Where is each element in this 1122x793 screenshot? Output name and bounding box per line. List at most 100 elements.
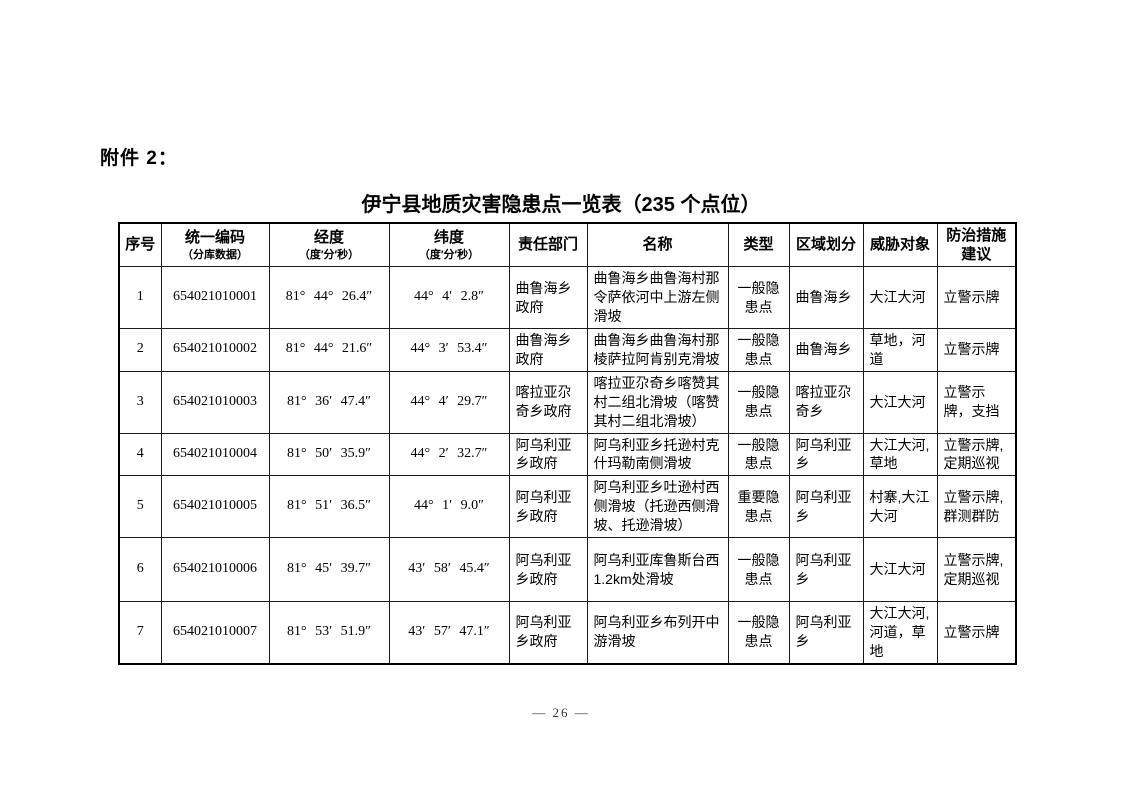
cell-index: 7: [118, 601, 162, 665]
header-threat: 威胁对象: [862, 222, 938, 268]
cell-department: 阿乌利亚乡政府: [508, 537, 588, 603]
header-region: 区域划分: [788, 222, 864, 268]
cell-measures: 立警示牌: [936, 327, 1017, 372]
cell-threat: 大江大河,草地: [862, 432, 938, 477]
cell-type: 一般隐患点: [727, 537, 790, 603]
cell-longitude: 81° 45′ 39.7″: [268, 537, 390, 603]
cell-region: 阿乌利亚乡: [788, 432, 864, 477]
cell-code: 654021010007: [160, 601, 270, 665]
cell-longitude: 81° 50′ 35.9″: [268, 432, 390, 477]
cell-longitude: 81° 44° 21.6″: [268, 327, 390, 372]
header-threat-label: 威胁对象: [869, 236, 930, 253]
header-longitude-sub: （度′分′秒）: [298, 248, 360, 261]
table-row: 1 654021010001 81° 44° 26.4″ 44° 4′ 2.8″ 曲鲁海…: [118, 266, 1017, 329]
cell-name: 阿乌利亚乡吐逊村西侧滑坡（托逊西侧滑坡、托逊滑坡）: [586, 475, 729, 539]
cell-region: 阿乌利亚乡: [788, 475, 864, 539]
cell-longitude: 81° 44° 26.4″: [268, 266, 390, 329]
cell-type: 一般隐患点: [727, 432, 790, 477]
table-row: 7 654021010007 81° 53′ 51.9″ 43′ 57′ 47.1″ 阿…: [118, 601, 1017, 665]
table-row: 6 654021010006 81° 45′ 39.7″ 43′ 58′ 45.4″ 阿…: [118, 537, 1017, 603]
cell-latitude: 43′ 58′ 45.4″: [388, 537, 510, 603]
header-index: 序号: [118, 222, 162, 268]
cell-threat: 村寨,大江大河: [862, 475, 938, 539]
header-type: 类型: [727, 222, 790, 268]
cell-latitude: 44° 3′ 53.4″: [388, 327, 510, 372]
cell-region: 喀拉亚尕奇乡: [788, 370, 864, 434]
cell-name: 阿乌利亚乡布列开中游滑坡: [586, 601, 729, 665]
table-row: 2 654021010002 81° 44° 21.6″ 44° 3′ 53.4″ 曲鲁…: [118, 327, 1017, 372]
cell-code: 654021010002: [160, 327, 270, 372]
header-latitude-label: 纬度: [433, 229, 464, 247]
header-longitude: 经度 （度′分′秒）: [268, 222, 390, 268]
cell-longitude: 81° 51′ 36.5″: [268, 475, 390, 539]
table-row: 5 654021010005 81° 51′ 36.5″ 44° 1′ 9.0″ 阿乌利…: [118, 475, 1017, 539]
cell-name: 曲鲁海乡曲鲁海村那棱萨拉阿肯别克滑坡: [586, 327, 729, 372]
header-row: 序号 统一编码 （分库数据） 经度 （度′分′秒） 纬度 （度′分′秒） 责任部…: [118, 222, 1017, 268]
cell-department: 阿乌利亚乡政府: [508, 601, 588, 665]
cell-type: 重要隐患点: [727, 475, 790, 539]
cell-measures: 立警示牌: [936, 266, 1017, 329]
cell-name: 阿乌利亚库鲁斯台西1.2km处滑坡: [586, 537, 729, 603]
cell-measures: 立警示牌,群测群防: [936, 475, 1017, 539]
header-code-sub: （分库数据）: [182, 248, 248, 261]
cell-index: 3: [118, 370, 162, 434]
header-code-label: 统一编码: [184, 229, 245, 247]
cell-measures: 立警示牌: [936, 601, 1017, 665]
cell-name: 阿乌利亚乡托逊村克什玛勒南侧滑坡: [586, 432, 729, 477]
header-type-label: 类型: [743, 236, 774, 253]
cell-code: 654021010004: [160, 432, 270, 477]
header-index-label: 序号: [125, 236, 156, 253]
cell-latitude: 44° 1′ 9.0″: [388, 475, 510, 539]
cell-name: 曲鲁海乡曲鲁海村那令萨依河中上游左侧滑坡: [586, 266, 729, 329]
header-department-label: 责任部门: [517, 236, 578, 253]
cell-index: 1: [118, 266, 162, 329]
cell-type: 一般隐患点: [727, 327, 790, 372]
cell-threat: 大江大河: [862, 266, 938, 329]
page-title: 伊宁县地质灾害隐患点一览表（235 个点位）: [361, 194, 761, 216]
header-name: 名称: [586, 222, 729, 268]
cell-index: 5: [118, 475, 162, 539]
cell-department: 阿乌利亚乡政府: [508, 432, 588, 477]
cell-threat: 大江大河: [862, 537, 938, 603]
table-row: 4 654021010004 81° 50′ 35.9″ 44° 2′ 32.7″ 阿乌…: [118, 432, 1017, 477]
header-longitude-label: 经度: [313, 229, 344, 247]
cell-name: 喀拉亚尕奇乡喀赞其村二组北滑坡（喀赞其村二组北滑坡）: [586, 370, 729, 434]
cell-longitude: 81° 53′ 51.9″: [268, 601, 390, 665]
cell-index: 2: [118, 327, 162, 372]
cell-type: 一般隐患点: [727, 370, 790, 434]
hazard-table: 序号 统一编码 （分库数据） 经度 （度′分′秒） 纬度 （度′分′秒） 责任部…: [118, 222, 1017, 665]
header-code: 统一编码 （分库数据）: [160, 222, 270, 268]
header-measures: 防治措施 建议: [936, 222, 1017, 268]
cell-type: 一般隐患点: [727, 266, 790, 329]
cell-department: 喀拉亚尕奇乡政府: [508, 370, 588, 434]
table-body: 1 654021010001 81° 44° 26.4″ 44° 4′ 2.8″ 曲鲁海…: [118, 266, 1017, 665]
cell-department: 阿乌利亚乡政府: [508, 475, 588, 539]
cell-measures: 立警示牌,定期巡视: [936, 432, 1017, 477]
table-header: 序号 统一编码 （分库数据） 经度 （度′分′秒） 纬度 （度′分′秒） 责任部…: [118, 222, 1017, 268]
cell-code: 654021010005: [160, 475, 270, 539]
cell-index: 6: [118, 537, 162, 603]
header-measures-label: 防治措施: [946, 227, 1007, 244]
header-region-label: 区域划分: [795, 236, 856, 253]
cell-code: 654021010001: [160, 266, 270, 329]
cell-region: 曲鲁海乡: [788, 266, 864, 329]
cell-latitude: 44° 4′ 2.8″: [388, 266, 510, 329]
cell-department: 曲鲁海乡政府: [508, 327, 588, 372]
cell-region: 阿乌利亚乡: [788, 537, 864, 603]
cell-department: 曲鲁海乡政府: [508, 266, 588, 329]
header-latitude-sub: （度′分′秒）: [418, 248, 480, 261]
cell-longitude: 81° 36′ 47.4″: [268, 370, 390, 434]
cell-latitude: 43′ 57′ 47.1″: [388, 601, 510, 665]
cell-index: 4: [118, 432, 162, 477]
cell-threat: 大江大河: [862, 370, 938, 434]
table-row: 3 654021010003 81° 36′ 47.4″ 44° 4′ 29.7″ 喀拉…: [118, 370, 1017, 434]
cell-code: 654021010006: [160, 537, 270, 603]
page-number: — 26 —: [532, 705, 590, 720]
cell-region: 阿乌利亚乡: [788, 601, 864, 665]
cell-latitude: 44° 2′ 32.7″: [388, 432, 510, 477]
header-latitude: 纬度 （度′分′秒）: [388, 222, 510, 268]
attachment-label: 附件 2：: [100, 148, 178, 169]
header-measures-sub: 建议: [961, 246, 992, 264]
cell-code: 654021010003: [160, 370, 270, 434]
cell-type: 一般隐患点: [727, 601, 790, 665]
